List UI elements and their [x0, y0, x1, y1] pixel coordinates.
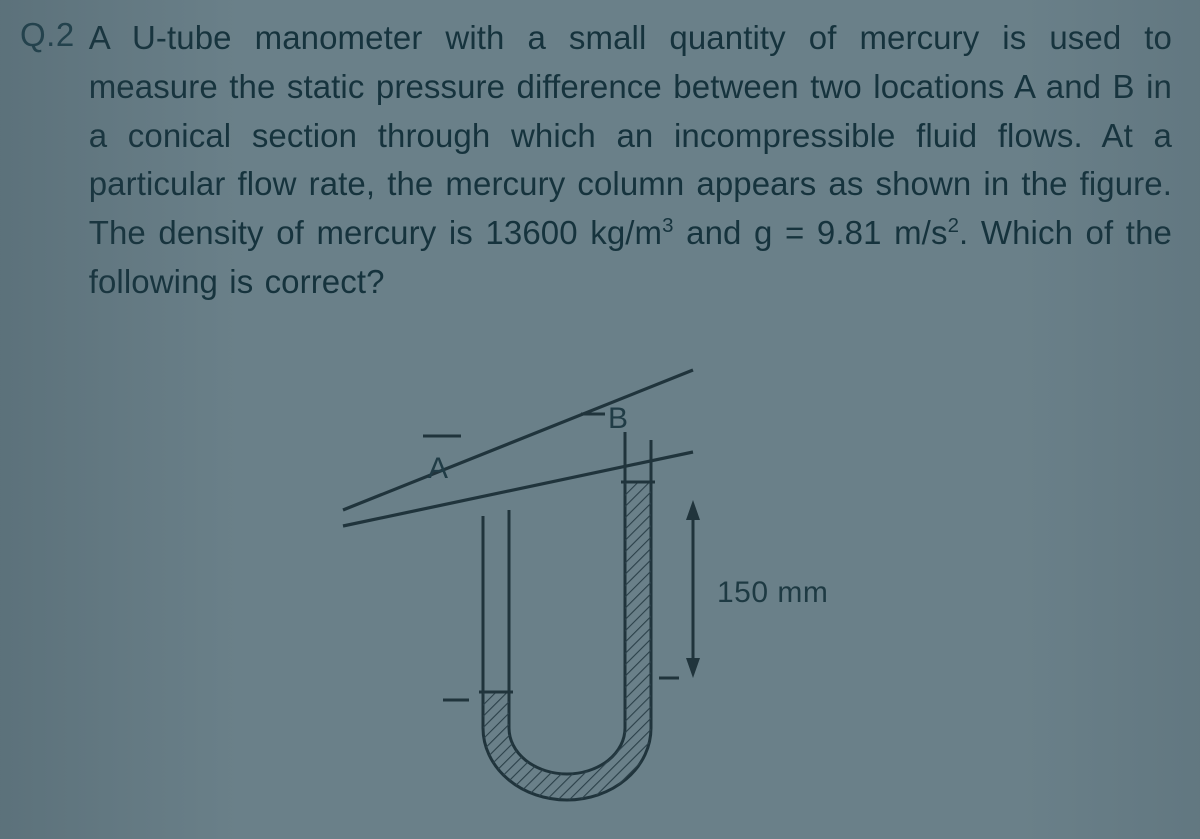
- label-a: A: [428, 452, 448, 486]
- question-row: Q.2 A U-tube manometer with a small quan…: [20, 14, 1172, 307]
- question-number: Q.2: [20, 14, 75, 54]
- page: Q.2 A U-tube manometer with a small quan…: [8, 0, 1200, 839]
- question-text: A U-tube manometer with a small quantity…: [89, 14, 1172, 307]
- label-b: B: [608, 402, 628, 436]
- dimension-label: 150 mm: [717, 576, 828, 610]
- figure: A B 150 mm: [293, 340, 933, 820]
